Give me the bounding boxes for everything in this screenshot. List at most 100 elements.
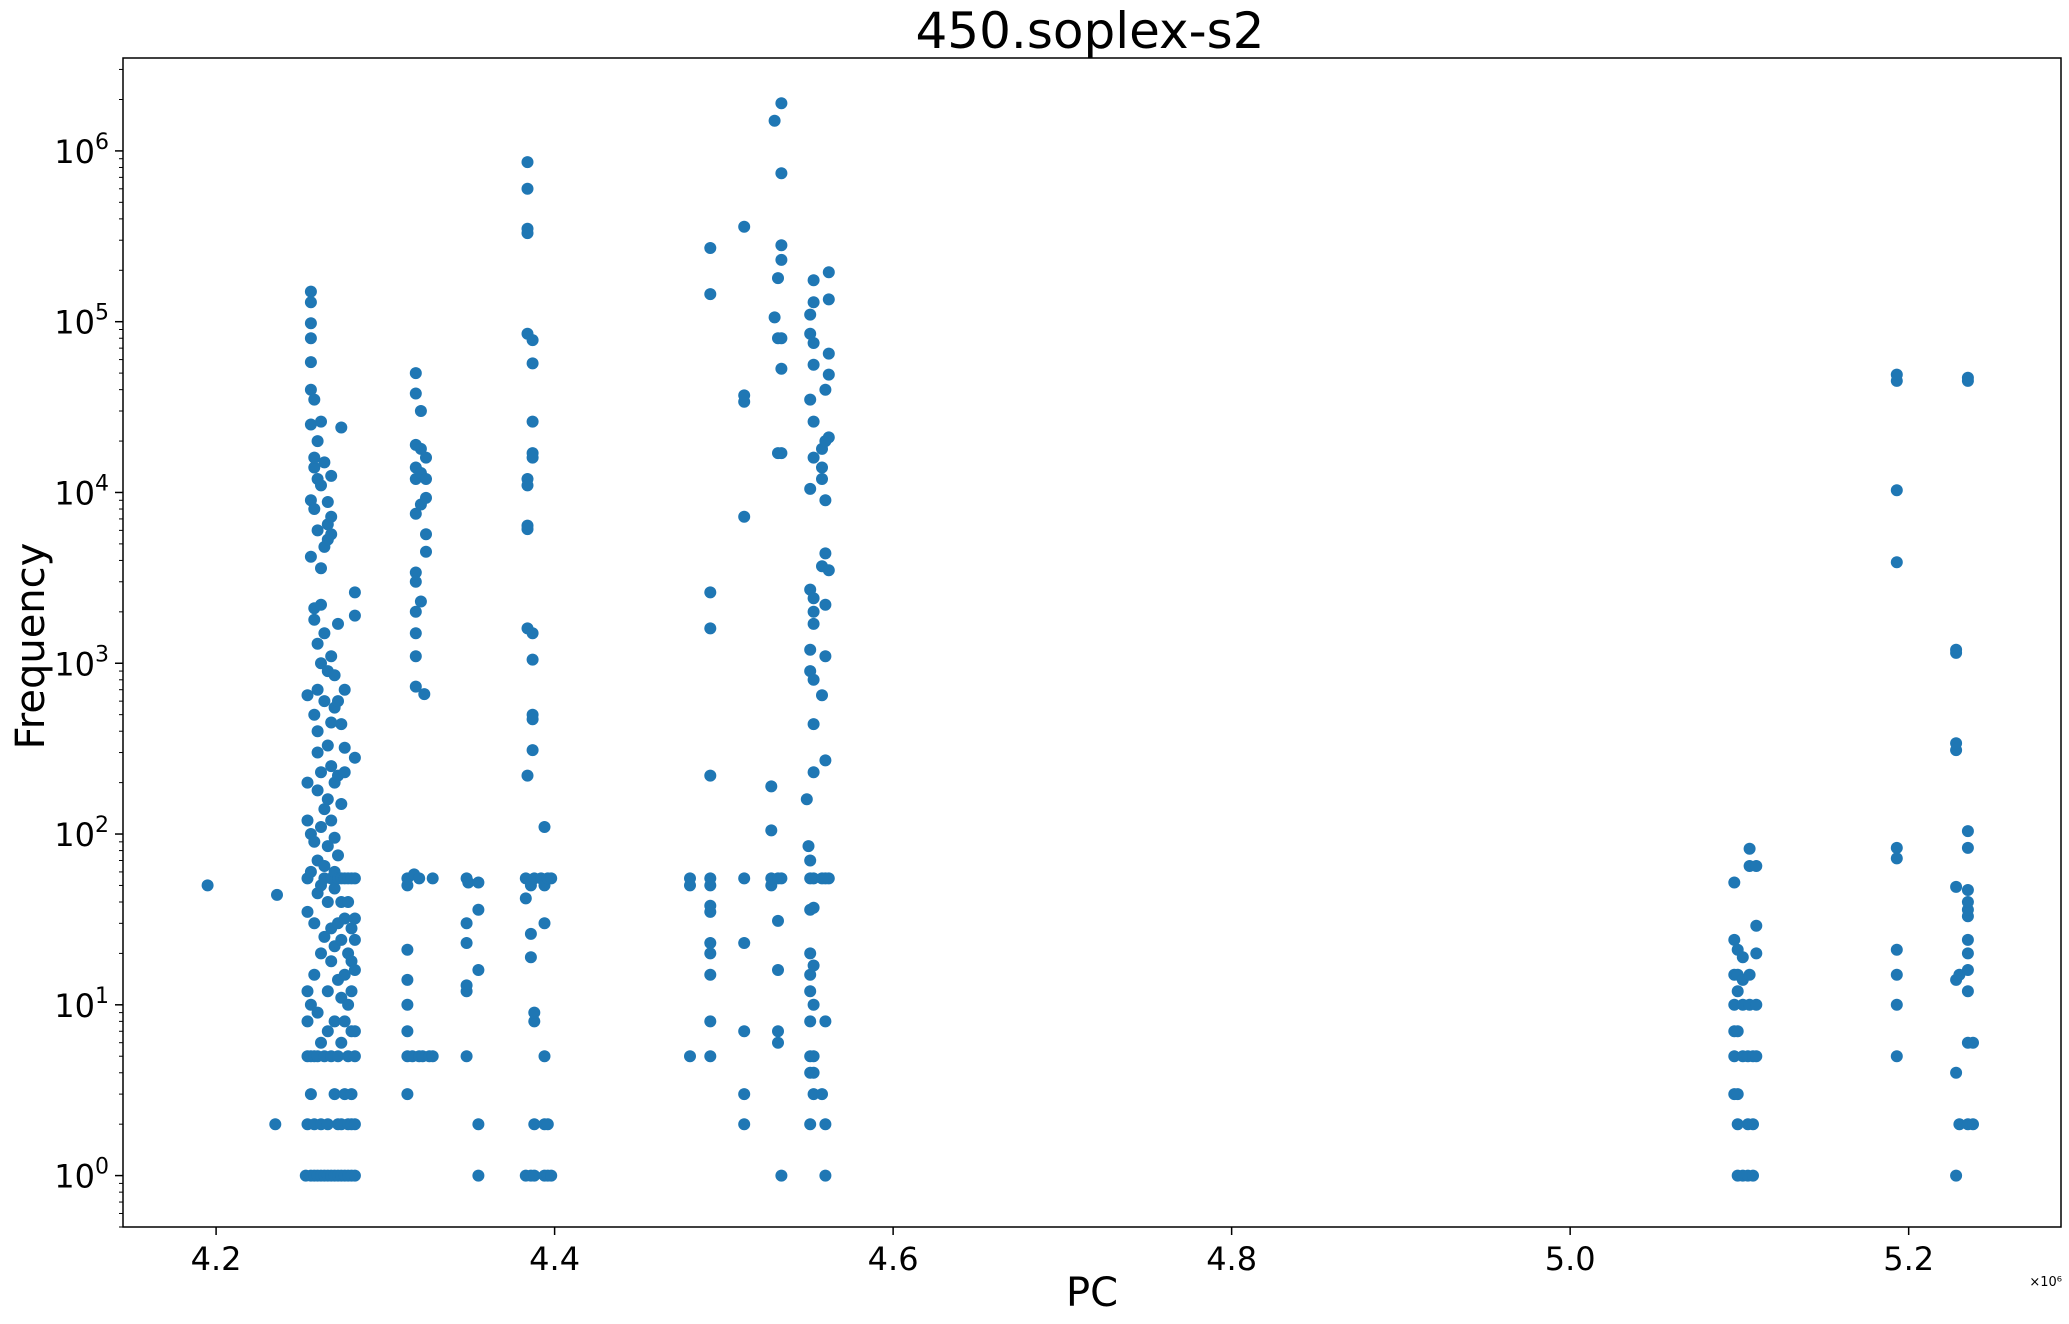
data-point (345, 1088, 358, 1101)
data-point (524, 927, 537, 940)
data-point (1961, 985, 1974, 998)
data-point (816, 689, 828, 702)
data-point (409, 605, 422, 618)
y-tick-label: 101 (54, 984, 109, 1025)
data-point (308, 613, 321, 626)
data-point (816, 1088, 828, 1101)
data-point (318, 930, 331, 943)
data-point (704, 968, 717, 981)
data-point (775, 872, 788, 885)
data-point (1950, 737, 1963, 750)
data-point (304, 296, 317, 309)
data-point (1967, 1118, 1979, 1131)
data-point (807, 959, 820, 972)
data-point (311, 746, 324, 759)
data-point (413, 872, 426, 885)
data-point (1890, 852, 1903, 865)
data-point (308, 835, 321, 848)
data-point (1728, 933, 1741, 946)
data-point (526, 357, 539, 370)
data-point (1890, 484, 1903, 497)
data-point (321, 739, 334, 752)
data-point (414, 405, 427, 417)
data-point (807, 617, 820, 630)
data-point (301, 776, 314, 789)
data-point (315, 821, 327, 833)
data-point (526, 627, 539, 640)
data-point (526, 744, 539, 757)
data-point (460, 937, 473, 949)
y-tick-label: 100 (54, 1155, 109, 1196)
data-point (1728, 998, 1741, 1011)
data-point (545, 1169, 558, 1182)
data-point (804, 327, 817, 340)
data-point (328, 669, 341, 682)
data-point (822, 266, 835, 279)
data-point (704, 1015, 717, 1028)
data-point (328, 1015, 341, 1028)
data-point (807, 901, 820, 914)
data-point (308, 968, 321, 981)
data-point (401, 1088, 414, 1101)
data-point (321, 793, 334, 806)
data-point (1890, 368, 1903, 381)
data-point (460, 979, 473, 992)
data-point (304, 550, 317, 563)
data-point (348, 1118, 361, 1131)
data-point (1750, 860, 1763, 872)
data-point (819, 650, 832, 663)
data-point (335, 1036, 348, 1049)
data-point (409, 387, 422, 400)
data-point (321, 496, 334, 508)
data-point (325, 760, 338, 773)
data-point (401, 973, 414, 986)
y-tick-label: 106 (54, 130, 109, 171)
data-point (426, 1050, 439, 1063)
data-point (348, 912, 361, 925)
data-point (524, 951, 537, 964)
data-point (1750, 998, 1763, 1011)
data-point (775, 1169, 788, 1182)
data-point (538, 917, 551, 930)
data-point (342, 896, 355, 908)
data-point (345, 922, 358, 935)
data-point (304, 356, 317, 369)
data-point (765, 824, 778, 837)
data-point (1731, 985, 1744, 998)
data-point (321, 1118, 334, 1131)
data-point (804, 1118, 817, 1131)
data-point (528, 1118, 541, 1131)
data-point (822, 431, 835, 444)
data-point (804, 643, 817, 656)
data-point (807, 358, 820, 371)
data-point (704, 937, 717, 949)
data-point (819, 1169, 832, 1182)
data-point (819, 1118, 832, 1131)
data-point (1731, 1118, 1744, 1131)
data-point (807, 872, 820, 885)
data-point (308, 917, 321, 930)
data-point (472, 903, 485, 916)
data-point (420, 491, 432, 504)
data-point (301, 689, 314, 702)
data-point (1961, 371, 1974, 384)
data-point (526, 713, 539, 726)
data-point (311, 524, 324, 537)
data-point (775, 362, 788, 375)
data-point (1731, 1025, 1744, 1038)
data-point (1967, 1036, 1979, 1049)
data-point (335, 718, 348, 731)
data-point (301, 985, 314, 998)
data-point (1950, 1066, 1963, 1079)
data-point (348, 1169, 361, 1182)
data-point (704, 586, 717, 599)
data-point (335, 798, 348, 810)
data-point (409, 627, 422, 640)
data-point (704, 947, 717, 960)
data-point (315, 657, 327, 670)
data-point (819, 754, 832, 767)
data-point (704, 288, 717, 301)
data-point (765, 780, 778, 793)
data-point (418, 688, 431, 701)
data-point (822, 347, 835, 360)
